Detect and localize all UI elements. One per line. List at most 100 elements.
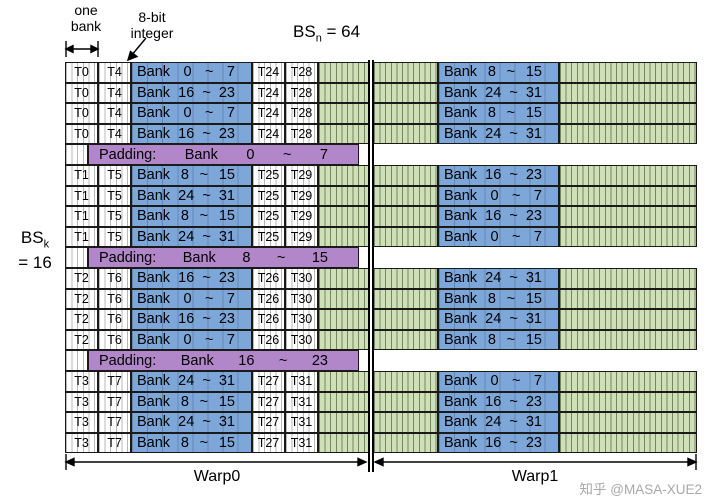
tilde: ~ <box>199 393 209 410</box>
memory-row: T0 T4 Bank 0 ~7 T24 T28 Bank 8 ~15 <box>65 103 697 124</box>
bank-to: 7 <box>533 229 542 246</box>
bank-to: 15 <box>218 208 235 225</box>
bank-word: Bank <box>444 126 478 143</box>
warp1-arrowhead-right <box>687 457 698 467</box>
bank-to: 23 <box>218 126 235 143</box>
bank-columns <box>318 309 369 330</box>
bank-to: 7 <box>226 290 235 307</box>
tilde: ~ <box>205 332 214 349</box>
bank-to: 23 <box>218 84 235 101</box>
bank-word: Bank <box>444 311 478 328</box>
bank-columns <box>318 123 369 145</box>
tilde: ~ <box>202 270 211 287</box>
bank-word: Bank <box>444 187 478 204</box>
bank-from: 0 <box>490 187 499 204</box>
bank-columns <box>559 226 697 248</box>
bank-columns <box>373 82 438 104</box>
bank-from: 24 <box>178 414 195 431</box>
thread-cell: T24 <box>252 82 285 104</box>
bank-from: 8 <box>487 332 496 349</box>
bank-to: 31 <box>218 187 235 204</box>
thread-cell: T31 <box>285 370 318 392</box>
bank-from: 24 <box>485 126 502 143</box>
bank-cell-warp1: Bank 24 ~31 <box>438 123 559 145</box>
bank-from: 8 <box>180 208 189 225</box>
bank-columns <box>318 82 369 104</box>
tilde: ~ <box>506 290 516 307</box>
bank-from: 8 <box>487 105 496 122</box>
bank-word: Bank <box>137 332 171 349</box>
thread-cell: T7 <box>98 432 131 454</box>
bank-to: 31 <box>218 414 235 431</box>
bank-columns <box>559 164 697 186</box>
thread-cell: T24 <box>252 62 285 83</box>
thread-cell: T7 <box>98 412 131 433</box>
thread-cell: T0 <box>65 62 98 83</box>
thread-cell: T29 <box>285 206 318 227</box>
bank-columns <box>373 391 438 413</box>
bank-from: 16 <box>178 84 195 101</box>
bank-from: 0 <box>183 64 192 81</box>
bank-cell-warp1: Bank 16 ~23 <box>438 391 559 413</box>
bank-cell-warp1: Bank 0 ~7 <box>438 226 559 248</box>
bank-from: 24 <box>178 229 195 246</box>
bank-word: Bank <box>444 208 478 225</box>
thread-cell: T31 <box>285 432 318 454</box>
thread-cell: T24 <box>252 103 285 124</box>
bank-columns <box>373 412 438 433</box>
bank-cell-warp1: Bank 24 ~31 <box>438 267 559 289</box>
bank-word: Bank <box>137 105 171 122</box>
thread-cell: T1 <box>65 226 98 248</box>
thread-cell: T0 <box>65 82 98 104</box>
one-bank-label: one bank <box>58 2 114 34</box>
thread-cell: T4 <box>98 123 131 145</box>
bank-columns <box>373 226 438 248</box>
tilde: ~ <box>506 105 516 122</box>
bank-to: 15 <box>218 393 235 410</box>
bank-columns <box>373 432 438 454</box>
bank-from: 0 <box>183 105 192 122</box>
bank-columns <box>373 329 438 351</box>
thread-cell: T5 <box>98 185 131 207</box>
bank-columns <box>318 206 369 227</box>
tilde: ~ <box>509 167 518 184</box>
bank-to: 7 <box>319 146 328 163</box>
bank-word: Bank <box>444 229 478 246</box>
bank-word: Bank <box>137 311 171 328</box>
bank-columns <box>373 206 438 227</box>
bank-columns <box>373 103 438 124</box>
bank-columns <box>559 391 697 413</box>
bank-cell-warp0: Bank 8 ~15 <box>131 432 252 454</box>
bank-from: 0 <box>183 332 192 349</box>
padding-label: Padding: <box>99 352 157 369</box>
bank-word: Bank <box>444 167 478 184</box>
bank-to: 7 <box>533 187 542 204</box>
bank-to: 31 <box>525 311 542 328</box>
arrowhead-left <box>64 44 74 54</box>
tilde: ~ <box>199 167 209 184</box>
memory-row: T1 T5 Bank 8 ~15 T25 T29 Bank 16 ~23 <box>65 206 697 227</box>
warp0-arrowhead-left <box>64 457 75 467</box>
thread-cell: T29 <box>285 185 318 207</box>
bsn-value: = 64 <box>321 22 361 41</box>
watermark: 知乎 @MASA-XUE2 <box>579 482 702 497</box>
bank-columns <box>559 62 697 83</box>
padding-cell: Padding: Bank 0 ~7 <box>88 144 359 165</box>
bank-columns <box>373 309 438 330</box>
bank-columns <box>559 82 697 104</box>
memory-row: T3 T7 Bank 8 ~15 T27 T31 Bank 16 ~23 <box>65 432 697 454</box>
bank-word: Bank <box>444 64 478 81</box>
bank-cell-warp1: Bank 8 ~15 <box>438 329 559 351</box>
bank-columns <box>318 370 369 392</box>
bank-columns <box>559 123 697 145</box>
thread-cell: T26 <box>252 288 285 310</box>
tilde: ~ <box>509 208 518 225</box>
memory-row: T2 T6 Bank 16 ~23 T26 T30 Bank 24 ~31 <box>65 309 697 330</box>
thread-cell: T31 <box>285 412 318 433</box>
bank-cell-warp0: Bank 0 ~7 <box>131 103 252 124</box>
tilde: ~ <box>512 373 521 390</box>
thread-cell: T31 <box>285 391 318 413</box>
bank-word: Bank <box>137 373 171 390</box>
bank-cell-warp1: Bank 24 ~31 <box>438 412 559 433</box>
thread-cell: T4 <box>98 62 131 83</box>
